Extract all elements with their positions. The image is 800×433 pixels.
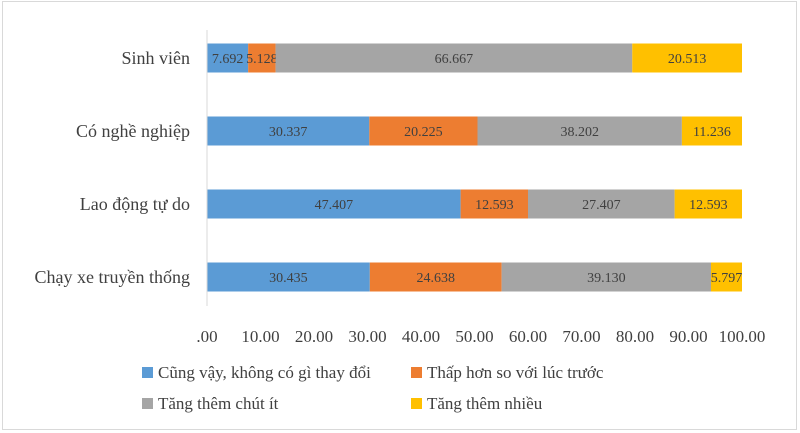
category-label: Lao động tự do bbox=[80, 194, 190, 214]
bar-segment bbox=[674, 189, 742, 219]
bar-segment bbox=[477, 116, 682, 146]
x-tick-label: 20.00 bbox=[295, 327, 333, 346]
legend-swatch bbox=[142, 398, 153, 409]
x-tick-label: 40.00 bbox=[402, 327, 440, 346]
data-label: 5.797 bbox=[711, 271, 743, 286]
bar-segment bbox=[207, 43, 249, 73]
legend-label: Tăng thêm nhiều bbox=[427, 394, 543, 413]
data-label: 11.236 bbox=[693, 125, 731, 140]
bar-segment bbox=[207, 262, 370, 292]
x-tick-label: .00 bbox=[196, 327, 217, 346]
x-tick-label: 80.00 bbox=[616, 327, 654, 346]
data-label: 27.407 bbox=[582, 198, 621, 213]
legend-swatch bbox=[411, 367, 422, 378]
category-label: Có nghề nghiệp bbox=[76, 121, 190, 141]
bar-segment bbox=[207, 116, 370, 146]
category-label: Sinh viên bbox=[121, 48, 190, 68]
bar-segment bbox=[710, 262, 742, 292]
bars-layer: 7.692 5.128 66.667 20.513 30.337 20.225 38.202… bbox=[207, 43, 743, 292]
bar-segment bbox=[248, 43, 276, 73]
data-label: 24.638 bbox=[416, 271, 455, 286]
x-axis-ticks: .00 10.00 20.00 30.00 40.00 50.00 60.00 70.00 80… bbox=[196, 327, 765, 346]
data-label: 7.692 bbox=[212, 52, 244, 67]
legend-swatch bbox=[142, 367, 153, 378]
data-label: 47.407 bbox=[315, 198, 354, 213]
category-label: Chạy xe truyền thống bbox=[35, 267, 190, 287]
x-tick-label: 30.00 bbox=[348, 327, 386, 346]
legend-label: Thấp hơn so với lúc trước bbox=[427, 363, 604, 382]
legend-label: Tăng thêm chút ít bbox=[158, 394, 279, 413]
bar-segment bbox=[369, 262, 502, 292]
x-tick-label: 60.00 bbox=[509, 327, 547, 346]
x-tick-label: 10.00 bbox=[241, 327, 279, 346]
data-label: 5.128 bbox=[246, 52, 278, 67]
bar-segment bbox=[369, 116, 478, 146]
x-tick-label: 70.00 bbox=[562, 327, 600, 346]
data-label: 38.202 bbox=[560, 125, 599, 140]
x-tick-label: 100.00 bbox=[719, 327, 766, 346]
x-tick-label: 90.00 bbox=[669, 327, 707, 346]
bar-segment bbox=[528, 189, 675, 219]
data-label: 30.337 bbox=[269, 125, 308, 140]
legend: Cũng vậy, không có gì thay đổi Thấp hơn s… bbox=[142, 363, 604, 413]
data-label: 66.667 bbox=[435, 52, 474, 67]
data-label: 12.593 bbox=[475, 198, 514, 213]
bar-segment bbox=[681, 116, 742, 146]
data-label: 20.513 bbox=[668, 52, 707, 67]
data-label: 30.435 bbox=[269, 271, 308, 286]
bar-segment bbox=[207, 189, 461, 219]
bar-segment bbox=[501, 262, 711, 292]
data-label: 39.130 bbox=[587, 271, 626, 286]
data-label: 12.593 bbox=[689, 198, 728, 213]
bar-segment bbox=[460, 189, 528, 219]
legend-label: Cũng vậy, không có gì thay đổi bbox=[158, 363, 371, 382]
data-label: 20.225 bbox=[404, 125, 443, 140]
bar-segment bbox=[632, 43, 742, 73]
legend-swatch bbox=[411, 398, 422, 409]
bar-segment bbox=[275, 43, 633, 73]
x-tick-label: 50.00 bbox=[455, 327, 493, 346]
category-labels: Sinh viên Có nghề nghiệp Lao động tự do Chạ… bbox=[35, 48, 190, 287]
